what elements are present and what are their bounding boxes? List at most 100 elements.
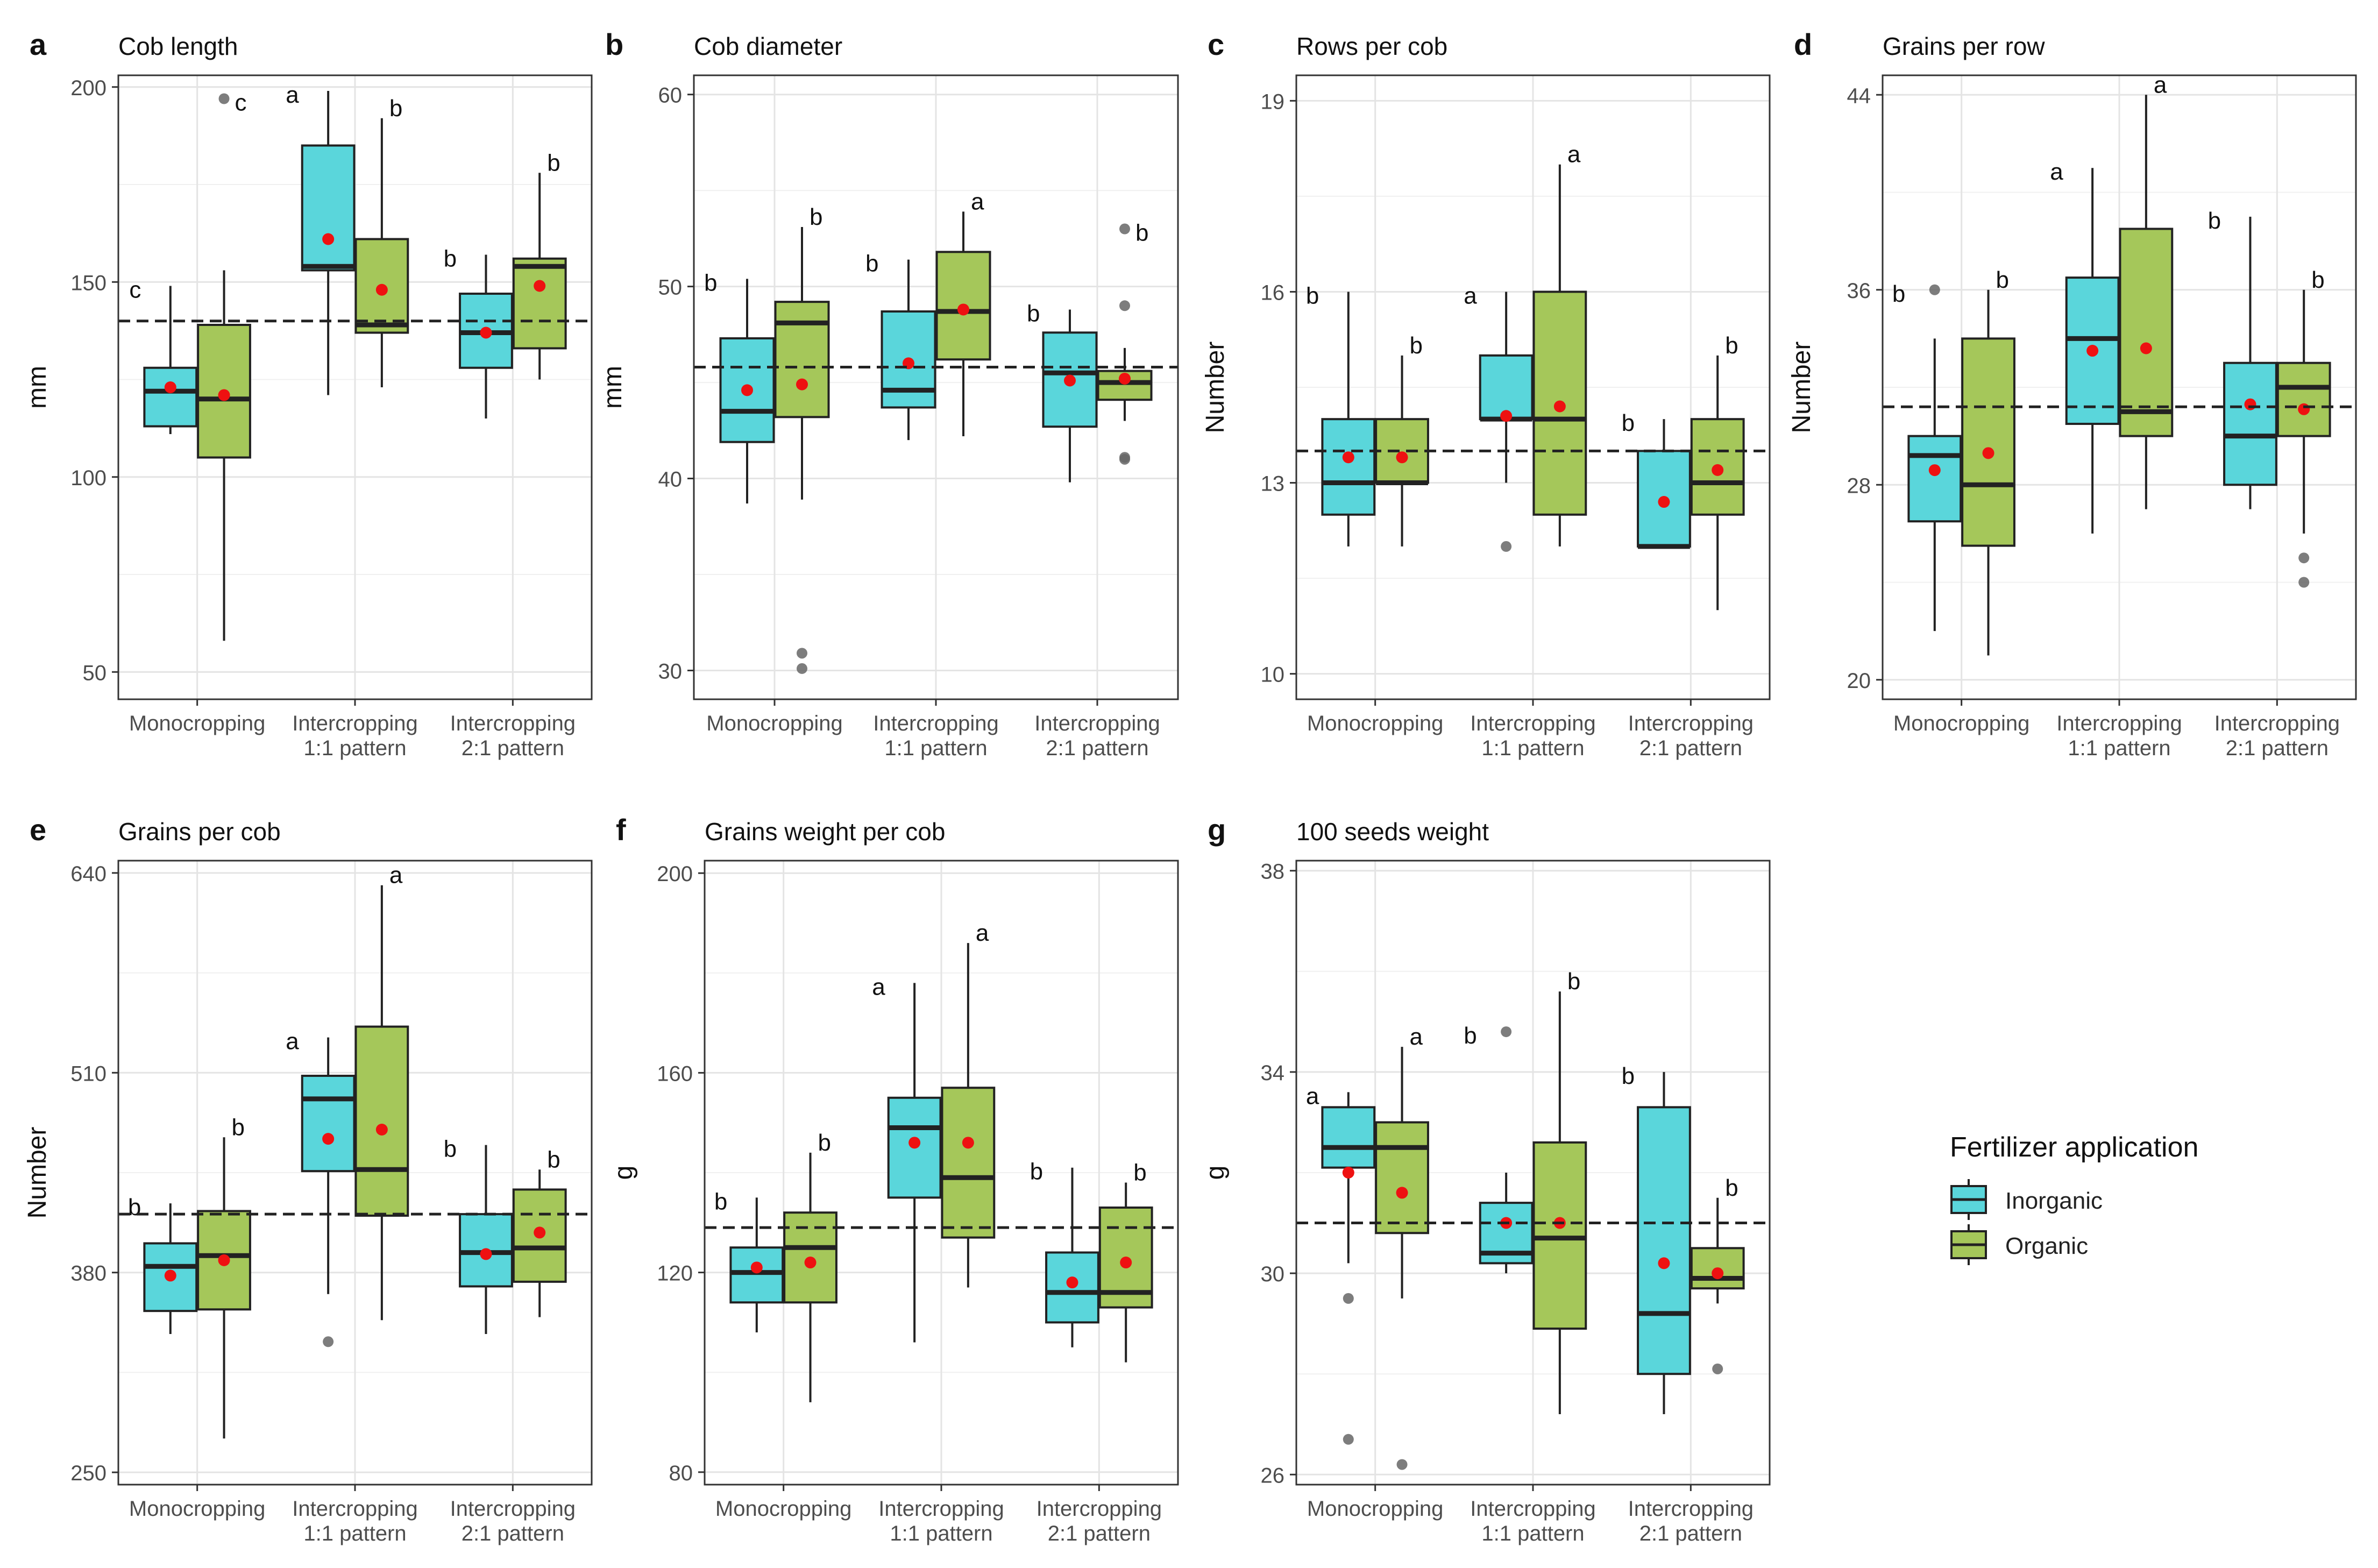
panel-letter: c bbox=[1208, 27, 1224, 61]
x-tick-label: Intercropping bbox=[292, 1497, 417, 1521]
x-tick-label: Monocropping bbox=[129, 1497, 266, 1521]
significance-label: c bbox=[235, 90, 247, 116]
significance-label: a bbox=[389, 862, 403, 889]
significance-label: a bbox=[976, 920, 989, 946]
legend: Fertilizer application Inorganic Organic bbox=[1950, 1132, 2198, 1265]
x-tick-label: Monocropping bbox=[715, 1497, 852, 1521]
outlier-point bbox=[1343, 1434, 1354, 1445]
panel-f: b b a a b b 80 120 160 200 Monocropping Intercroppi… bbox=[609, 813, 1179, 1545]
box-iqr bbox=[2119, 228, 2174, 437]
y-tick-label: 38 bbox=[1261, 860, 1285, 884]
x-tick-label: 1:1 pattern bbox=[884, 736, 987, 760]
mean-point bbox=[218, 1254, 230, 1266]
box-inorganic-0: b bbox=[704, 269, 775, 503]
box-organic-1: a bbox=[935, 188, 991, 437]
mean-point bbox=[164, 1269, 176, 1282]
significance-label: b bbox=[1892, 281, 1905, 307]
y-tick-label: 40 bbox=[658, 468, 683, 492]
significance-label: b bbox=[2208, 208, 2221, 234]
box-iqr bbox=[1637, 1106, 1691, 1375]
y-tick-label: 200 bbox=[70, 76, 107, 100]
y-axis-label: Number bbox=[23, 1127, 52, 1219]
significance-label: b bbox=[1622, 1063, 1635, 1089]
x-tick-label: 2:1 pattern bbox=[1639, 1522, 1742, 1545]
panel-letter: a bbox=[30, 27, 47, 61]
mean-point bbox=[1553, 400, 1566, 413]
y-axis-label: mm bbox=[599, 366, 627, 409]
panel-title: Rows per cob bbox=[1296, 32, 1447, 60]
box-organic-0: a bbox=[1375, 1024, 1429, 1470]
mean-point bbox=[1064, 374, 1076, 387]
x-tick-label: Monocropping bbox=[706, 712, 843, 735]
mean-point bbox=[2140, 342, 2152, 354]
mean-point bbox=[1066, 1276, 1078, 1289]
significance-label: b bbox=[1567, 968, 1580, 995]
box-inorganic-0: b bbox=[128, 1194, 198, 1334]
significance-label: b bbox=[2311, 267, 2324, 293]
box-iqr bbox=[301, 144, 356, 272]
mean-point bbox=[962, 1137, 974, 1149]
significance-label: b bbox=[1996, 267, 2009, 293]
outlier-point bbox=[797, 663, 807, 674]
mean-point bbox=[480, 1248, 492, 1260]
box-inorganic-2: b bbox=[1030, 1159, 1099, 1347]
significance-label: a bbox=[286, 82, 299, 108]
y-tick-label: 20 bbox=[1847, 669, 1871, 693]
significance-label: b bbox=[810, 204, 822, 230]
outlier-point bbox=[1343, 1293, 1354, 1304]
y-tick-label: 100 bbox=[70, 466, 107, 490]
mean-point bbox=[957, 303, 969, 316]
mean-point bbox=[1500, 410, 1513, 422]
significance-label: b bbox=[1410, 332, 1423, 359]
outlier-point bbox=[2298, 577, 2310, 588]
box-organic-2: b bbox=[1690, 332, 1745, 611]
y-tick-label: 150 bbox=[70, 271, 107, 295]
box-iqr bbox=[1321, 418, 1376, 516]
panel-title: Grains weight per cob bbox=[705, 818, 945, 846]
x-tick-label: 2:1 pattern bbox=[1048, 1522, 1151, 1545]
outlier-point bbox=[218, 93, 230, 104]
significance-label: b bbox=[547, 1146, 560, 1173]
box-organic-0: b bbox=[783, 1130, 837, 1402]
x-tick-label: 1:1 pattern bbox=[303, 1522, 406, 1545]
panel-title: 100 seeds weight bbox=[1296, 818, 1489, 846]
y-axis-label: g bbox=[1201, 1166, 1230, 1180]
significance-label: b bbox=[865, 251, 878, 277]
box-iqr bbox=[1961, 337, 2015, 547]
y-tick-label: 160 bbox=[657, 1062, 693, 1085]
mean-point bbox=[1928, 464, 1941, 477]
x-tick-label: 1:1 pattern bbox=[2068, 736, 2170, 760]
mean-point bbox=[1396, 451, 1408, 464]
box-organic-2: b bbox=[512, 1146, 567, 1317]
y-tick-label: 80 bbox=[669, 1461, 693, 1485]
x-tick-label: Intercropping bbox=[873, 712, 998, 735]
panel-letter: b bbox=[605, 27, 623, 61]
box-organic-2: b bbox=[1690, 1175, 1745, 1374]
significance-label: b bbox=[444, 1136, 457, 1162]
panel-letter: e bbox=[30, 813, 46, 847]
box-organic-1: b bbox=[1532, 968, 1587, 1415]
significance-label: a bbox=[2050, 159, 2063, 185]
legend-label-inorganic: Inorganic bbox=[2005, 1188, 2103, 1214]
panel-title: Cob length bbox=[118, 32, 238, 60]
x-tick-label: 1:1 pattern bbox=[303, 736, 406, 760]
x-tick-label: Intercropping bbox=[1470, 712, 1595, 735]
x-tick-label: 1:1 pattern bbox=[890, 1522, 992, 1545]
outlier-point bbox=[1929, 284, 1940, 295]
x-tick-label: Intercropping bbox=[1034, 712, 1160, 735]
box-inorganic-1: a bbox=[286, 82, 356, 395]
box-iqr bbox=[2276, 361, 2331, 437]
significance-label: b bbox=[444, 246, 457, 272]
y-axis-label: Number bbox=[1201, 342, 1230, 434]
x-tick-label: Intercropping bbox=[878, 1497, 1004, 1521]
box-iqr bbox=[1532, 1141, 1587, 1330]
box-iqr bbox=[1375, 418, 1429, 484]
panel-title: Grains per row bbox=[1883, 32, 2045, 60]
significance-label: b bbox=[1135, 220, 1148, 246]
mean-point bbox=[1119, 372, 1131, 385]
mean-point bbox=[750, 1261, 763, 1274]
significance-label: a bbox=[1567, 141, 1581, 168]
mean-point bbox=[2244, 398, 2256, 410]
box-inorganic-1: a bbox=[872, 974, 942, 1343]
